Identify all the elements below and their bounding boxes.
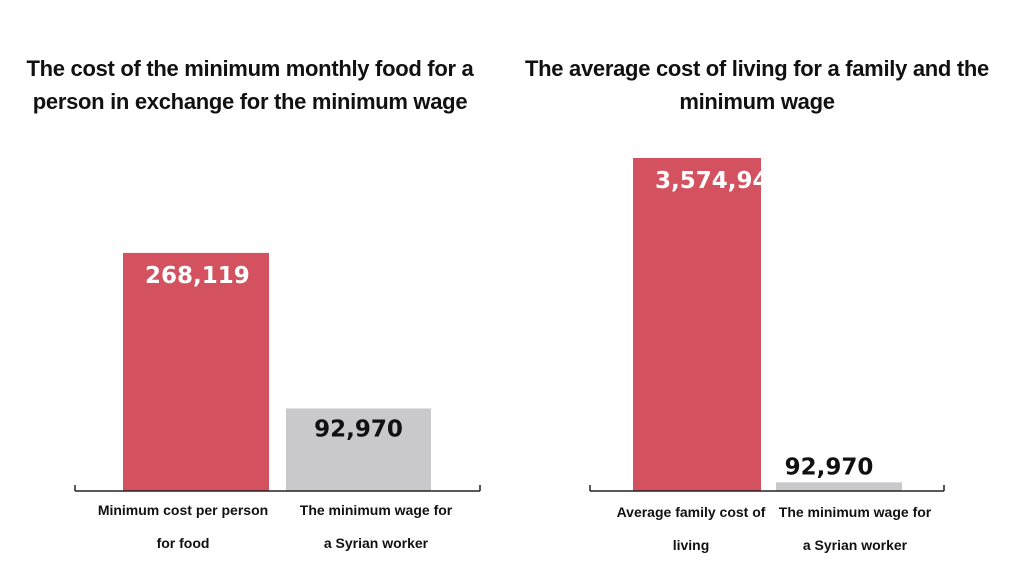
data-label: 92,970	[785, 454, 874, 480]
bar	[776, 482, 902, 491]
bar-plot: 3,574,943 92,970	[589, 158, 945, 492]
bar	[633, 158, 761, 491]
data-label: 92,970	[314, 416, 403, 442]
category-label: Minimum cost per person for food	[97, 502, 269, 551]
data-label: 3,574,943	[655, 168, 785, 194]
bar	[286, 408, 431, 491]
bar	[123, 252, 269, 491]
bar-plot: 268,119 92,970	[74, 252, 481, 492]
data-label: 268,119	[145, 263, 250, 289]
chart-title: The average cost of living for a family …	[525, 56, 989, 114]
category-label: Average family cost of living	[616, 504, 766, 553]
category-label: The minimum wage for a Syrian worker	[299, 502, 453, 551]
category-label: The minimum wage for a Syrian worker	[778, 504, 932, 553]
chart-title: The cost of the minimum monthly food for…	[26, 56, 474, 114]
cost-of-living-chart: The average cost of living for a family …	[512, 0, 1024, 568]
food-cost-chart: The cost of the minimum monthly food for…	[26, 56, 481, 551]
